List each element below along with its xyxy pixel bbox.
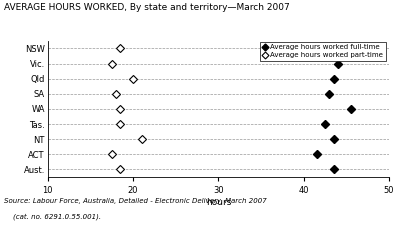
- Text: (cat. no. 6291.0.55.001).: (cat. no. 6291.0.55.001).: [4, 213, 101, 220]
- Text: AVERAGE HOURS WORKED, By state and territory—March 2007: AVERAGE HOURS WORKED, By state and terri…: [4, 3, 290, 12]
- Text: Source: Labour Force, Australia, Detailed - Electronic Delivery, March 2007: Source: Labour Force, Australia, Detaile…: [4, 197, 267, 204]
- X-axis label: hours: hours: [206, 198, 231, 207]
- Legend: Average hours worked full-time, Average hours worked part-time: Average hours worked full-time, Average …: [260, 42, 385, 61]
